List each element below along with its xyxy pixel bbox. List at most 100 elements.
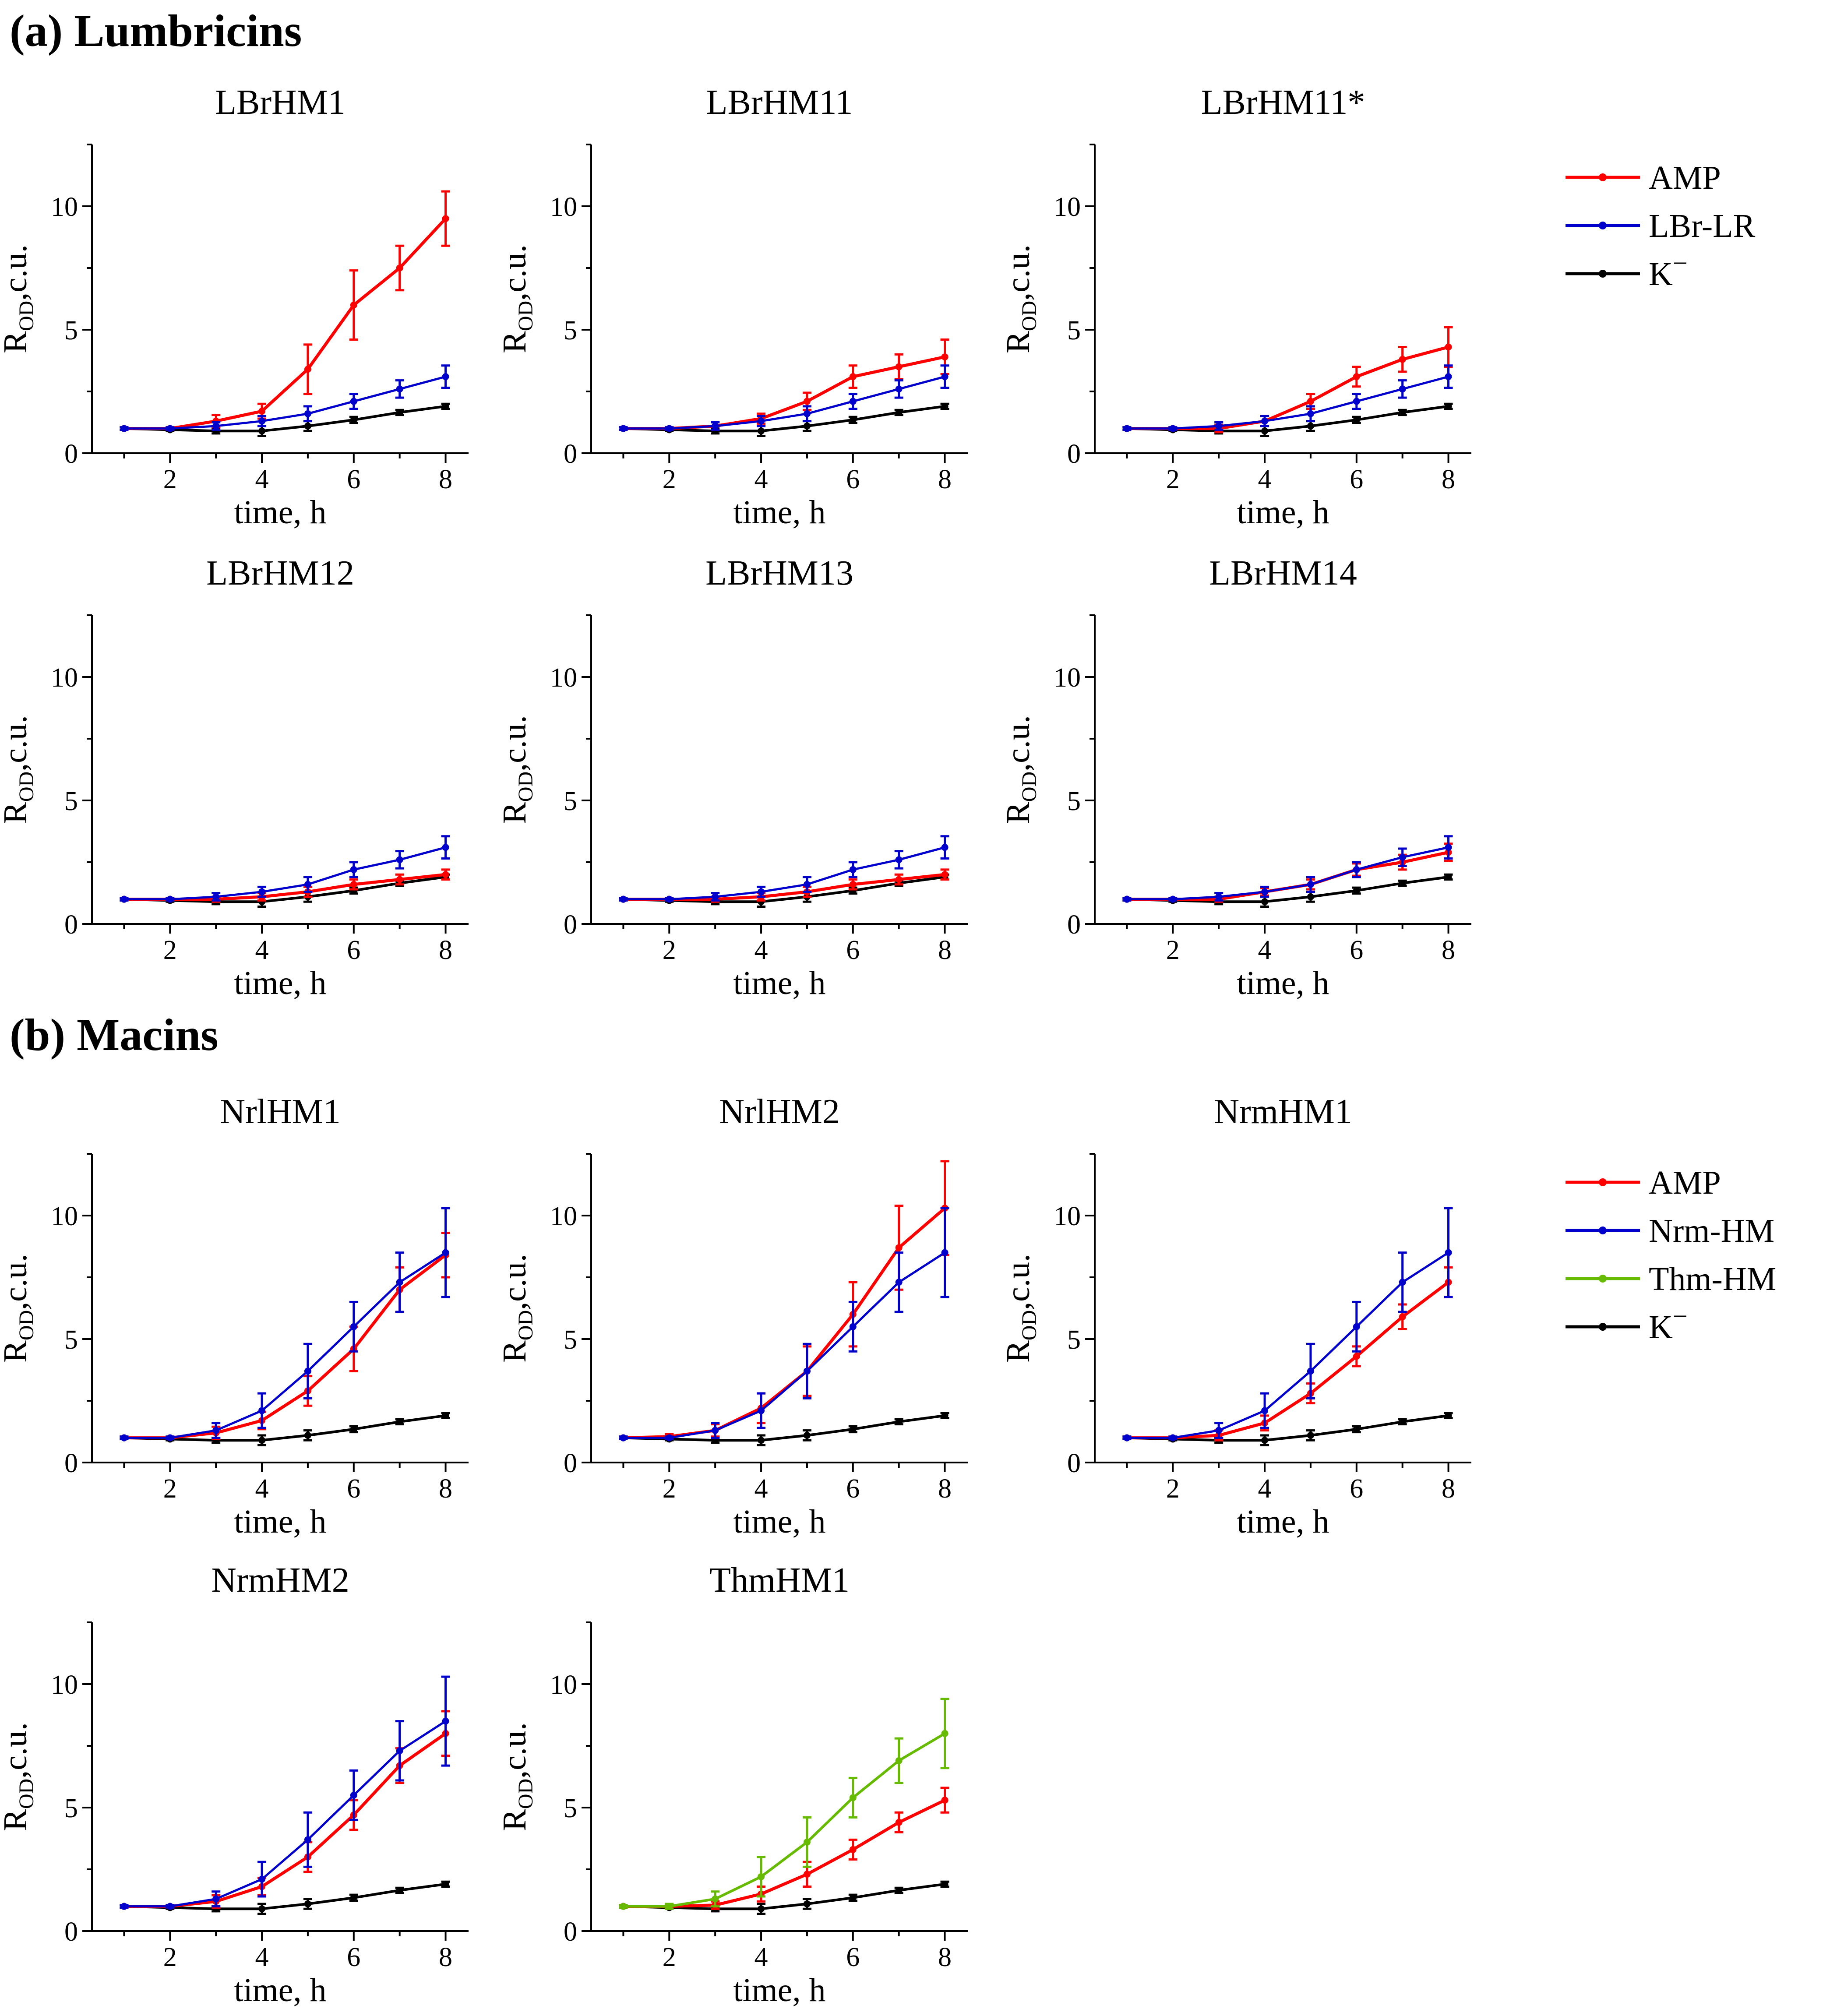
data-point — [212, 1895, 220, 1903]
x-tick-label: 6 — [1350, 1474, 1363, 1504]
data-point — [350, 1323, 357, 1330]
y-tick-label: 10 — [1054, 663, 1081, 693]
legend-label: AMP — [1649, 159, 1721, 196]
data-point — [166, 1434, 174, 1442]
y-axis-label: ROD,c.u. — [1000, 1254, 1041, 1363]
data-point — [941, 1730, 949, 1737]
data-point — [666, 425, 673, 432]
x-tick-label: 8 — [938, 935, 952, 965]
series-nrm-hm — [619, 1207, 949, 1442]
x-tick-label: 4 — [255, 935, 269, 965]
data-point — [620, 895, 627, 903]
data-point — [1307, 881, 1314, 888]
x-tick-label: 4 — [1258, 465, 1272, 494]
legend-superscript: − — [1673, 249, 1688, 278]
data-point — [849, 1425, 857, 1433]
x-tick-label: 6 — [846, 465, 860, 494]
y-axis-label-main: R — [1000, 1340, 1037, 1363]
y-tick-label: 5 — [1067, 786, 1081, 816]
data-point — [442, 1412, 449, 1419]
chart-panel-nrmhm2: NrmHM2 2 4 6 8 0 5 10 time, h ROD,c.u. — [0, 1561, 469, 2009]
data-point — [442, 402, 449, 410]
series-lbr-lr — [120, 835, 450, 903]
x-tick-label: 2 — [163, 465, 177, 494]
data-point — [941, 1412, 949, 1419]
data-point — [758, 888, 765, 895]
x-tick-label: 4 — [755, 465, 768, 494]
data-point — [350, 866, 357, 873]
series-line — [623, 1414, 945, 1442]
data-point — [758, 417, 765, 425]
y-tick-label: 5 — [64, 1325, 78, 1355]
data-point — [396, 856, 403, 863]
data-point — [166, 895, 174, 903]
legend-entry-k-minus: K− — [1566, 249, 1688, 293]
legend-label: AMP — [1649, 1164, 1721, 1201]
series-line — [1127, 846, 1449, 901]
data-point — [258, 427, 266, 435]
data-point — [666, 1434, 673, 1442]
data-point — [350, 1894, 357, 1901]
data-point — [758, 427, 765, 435]
x-tick-label: 2 — [1166, 1474, 1180, 1504]
data-point — [712, 1895, 719, 1903]
data-point — [304, 881, 311, 888]
data-point — [1215, 893, 1223, 900]
data-point — [396, 409, 403, 416]
data-point — [941, 353, 949, 361]
legend-macins: AMP Nrm-HM Thm-HM K− — [1566, 1164, 1776, 1346]
data-point — [1445, 1412, 1452, 1419]
legend-label: LBr-LR — [1649, 208, 1756, 244]
data-point — [895, 409, 903, 416]
data-point — [1169, 1434, 1177, 1442]
data-point — [941, 1797, 949, 1804]
data-point — [849, 1894, 857, 1901]
y-tick-label: 0 — [1067, 439, 1081, 469]
data-point — [849, 373, 857, 381]
x-tick-label: 6 — [1350, 935, 1363, 965]
chart-panel-thmhm1: ThmHM1 2 4 6 8 0 5 10 time, h ROD,c.u. — [496, 1561, 968, 2009]
data-point — [442, 373, 449, 381]
data-point — [442, 1249, 449, 1256]
series-line — [623, 1882, 945, 1910]
data-point — [895, 1418, 903, 1425]
y-tick-label: 10 — [51, 1670, 78, 1700]
data-point — [258, 1407, 266, 1414]
y-axis-label: ROD,c.u. — [496, 715, 537, 824]
y-axis-label-unit: ,c.u. — [0, 244, 34, 301]
y-axis-label-unit: ,c.u. — [496, 1722, 533, 1779]
series-line — [124, 405, 446, 433]
y-axis-label-subscript: OD — [15, 1779, 38, 1809]
y-tick-label: 5 — [64, 316, 78, 345]
series-line — [124, 1251, 446, 1439]
x-tick-label: 6 — [347, 1942, 360, 1972]
chart-panel-lbrhm13: LBrHM13 2 4 6 8 0 5 10 time, h ROD,c.u. — [496, 554, 968, 1001]
x-tick-label: 2 — [663, 1474, 676, 1504]
y-axis-label-subscript: OD — [15, 1310, 38, 1340]
x-tick-label: 6 — [846, 1942, 860, 1972]
data-point — [758, 1905, 765, 1913]
data-point — [895, 363, 903, 370]
y-axis-label-subscript: OD — [1018, 1310, 1041, 1340]
y-axis-label-subscript: OD — [1018, 772, 1041, 802]
chart-panel-nrlhm2: NrlHM2 2 4 6 8 0 5 10 time, h ROD,c.u. — [496, 1093, 968, 1540]
y-axis-label-unit: ,c.u. — [1000, 715, 1037, 772]
data-point — [1399, 1418, 1406, 1425]
y-tick-label: 10 — [51, 1202, 78, 1231]
series-line — [124, 1732, 447, 1908]
series-lbr-lr — [120, 364, 450, 432]
data-point — [666, 1903, 673, 1910]
x-tick-label: 8 — [439, 1942, 452, 1972]
y-tick-label: 0 — [564, 439, 577, 469]
y-tick-label: 0 — [1067, 910, 1081, 940]
x-axis-label: time, h — [1237, 1503, 1329, 1540]
data-point — [1261, 898, 1269, 906]
data-point — [1445, 373, 1452, 381]
legend-label: K− — [1649, 1302, 1688, 1346]
series-line — [623, 1207, 946, 1440]
data-point — [941, 402, 949, 410]
data-point — [258, 1875, 266, 1883]
y-axis-label-main: R — [0, 802, 34, 824]
data-point — [258, 1437, 266, 1444]
data-point — [304, 1900, 311, 1907]
